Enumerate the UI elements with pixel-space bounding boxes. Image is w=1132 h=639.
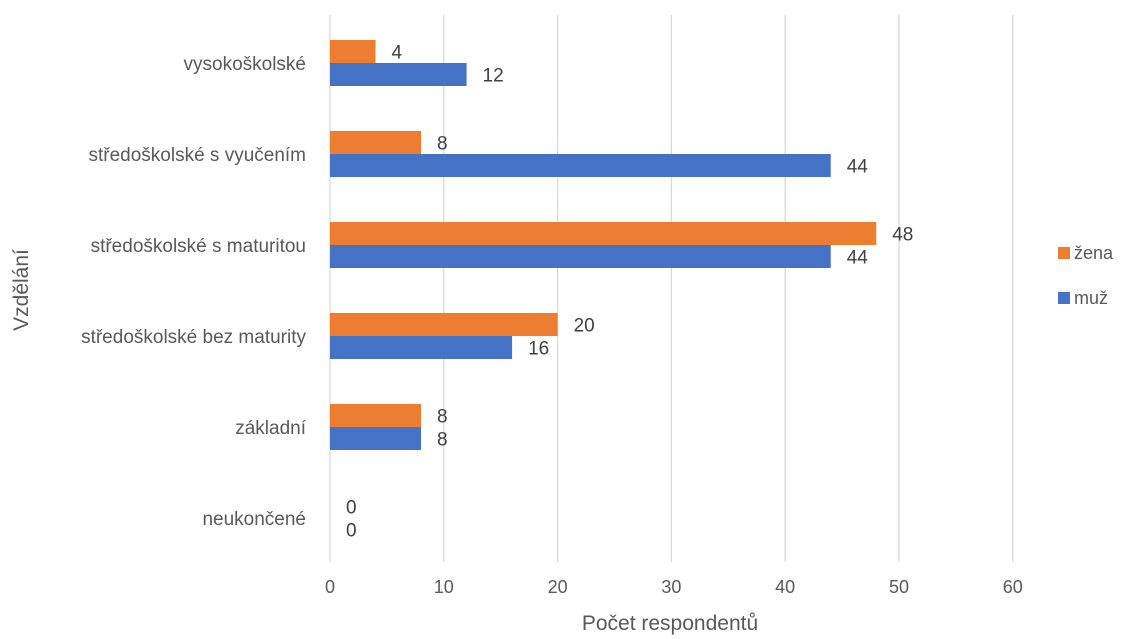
bar-zena (330, 131, 422, 154)
x-tick-label: 0 (325, 577, 335, 597)
gridlines (329, 15, 1014, 562)
data-label: 48 (892, 225, 913, 246)
bar-zena (330, 222, 877, 245)
legend-swatch (1058, 292, 1070, 304)
data-label: 8 (437, 430, 448, 451)
category-labels: vysokoškolské středoškolské s vyučením stř… (81, 54, 307, 530)
data-label: 4 (392, 43, 403, 64)
data-label: 12 (483, 66, 504, 87)
bars (330, 40, 877, 450)
x-tick-label: 60 (1003, 577, 1023, 597)
data-label: 8 (437, 407, 448, 428)
category-label: základní (235, 418, 306, 439)
x-axis-title: Počet respondentů (582, 612, 758, 635)
data-label: 20 (574, 316, 595, 337)
category-label: neukončené (202, 509, 306, 530)
data-label: 44 (847, 157, 869, 178)
x-tick-labels: 0 10 20 30 40 50 60 (325, 577, 1023, 597)
x-tick-label: 40 (775, 577, 795, 597)
x-tick-label: 50 (889, 577, 909, 597)
y-axis-title: Vzdělání (10, 249, 33, 331)
bar-muz (330, 154, 831, 177)
data-label: 8 (437, 134, 448, 155)
category-label: středoškolské bez maturity (81, 327, 306, 348)
data-label: 0 (346, 498, 357, 519)
bar-muz (330, 427, 422, 450)
data-label: 16 (528, 339, 549, 360)
legend-swatch (1058, 247, 1070, 259)
bar-zena (330, 404, 422, 427)
category-label: středoškolské s vyučením (88, 145, 306, 166)
bar-zena (330, 313, 558, 336)
legend-label: muž (1074, 288, 1108, 308)
x-tick-label: 10 (434, 577, 454, 597)
legend-label: žena (1074, 243, 1114, 263)
legend: žena muž (1058, 243, 1114, 308)
bar-muz (330, 63, 467, 86)
bar-zena (330, 40, 376, 63)
data-label: 0 (346, 521, 357, 542)
data-label: 44 (847, 248, 869, 269)
category-label: vysokoškolské (184, 54, 307, 75)
x-tick-label: 30 (661, 577, 681, 597)
x-tick-label: 20 (548, 577, 568, 597)
category-label: středoškolské s maturitou (91, 236, 306, 257)
bar-muz (330, 245, 831, 268)
bar-muz (330, 336, 513, 359)
